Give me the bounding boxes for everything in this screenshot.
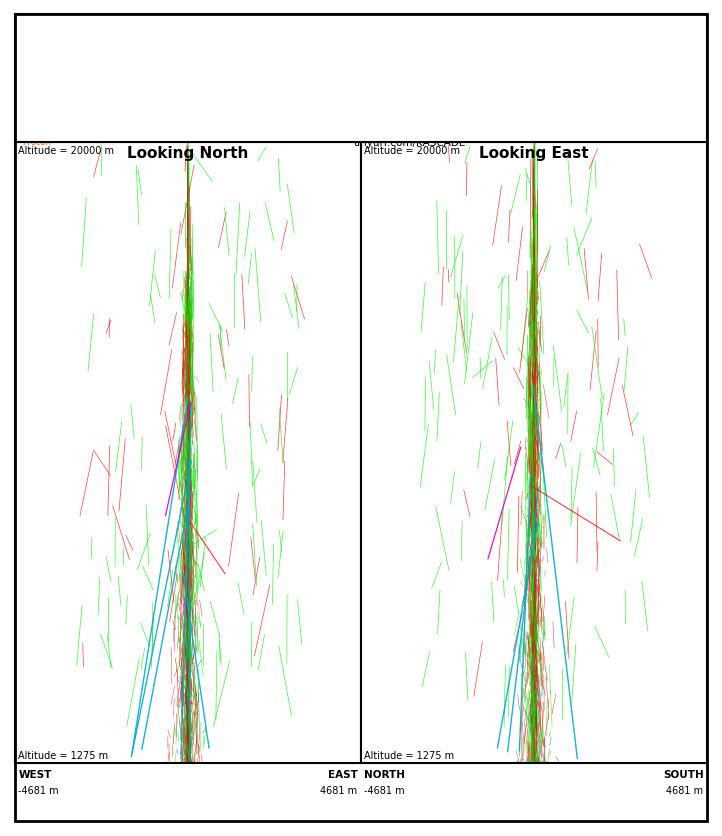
Text: PI -: PI -	[22, 127, 36, 135]
Text: Muon -: Muon -	[22, 94, 53, 103]
Text: Muon +: Muon +	[22, 84, 57, 92]
Text: -4681 m: -4681 m	[19, 785, 59, 795]
Text: tinyurl.com/KASCADE: tinyurl.com/KASCADE	[353, 138, 466, 148]
Text: NORTH: NORTH	[365, 769, 406, 779]
Text: PI +: PI +	[22, 116, 40, 125]
Text: Looking East: Looking East	[479, 146, 589, 161]
Text: Particle Type: Particle Type	[22, 19, 93, 28]
Text: Purdue/DePauw KASCADE AIr Shower SImulation: Purdue/DePauw KASCADE AIr Shower SImulat…	[238, 16, 580, 29]
Text: 900 GeV Proton Primary: 900 GeV Proton Primary	[287, 70, 531, 88]
Text: Altitude = 20000 m: Altitude = 20000 m	[365, 146, 461, 156]
Text: WEST: WEST	[19, 769, 52, 779]
Text: SOUTH: SOUTH	[663, 769, 703, 779]
Text: (partial): (partial)	[22, 34, 68, 44]
Text: Shower ID 2: Shower ID 2	[374, 121, 445, 134]
Text: Altitude = 1275 m: Altitude = 1275 m	[19, 750, 108, 760]
Text: Altitude = 20000 m: Altitude = 20000 m	[19, 146, 115, 156]
Text: Gamma: Gamma	[22, 51, 61, 59]
Text: 4681 m: 4681 m	[666, 785, 703, 795]
Text: Incident zenith angle =  0 degrees;  azimuth =  360 degrees: Incident zenith angle = 0 degrees; azimu…	[210, 100, 609, 114]
Text: EAST: EAST	[328, 769, 357, 779]
Text: PI 0: PI 0	[22, 105, 38, 114]
Text: Looking North: Looking North	[127, 146, 248, 161]
Text: Electron: Electron	[22, 73, 59, 81]
Text: Proton: Proton	[22, 138, 51, 146]
Text: 4681 m: 4681 m	[321, 785, 357, 795]
Text: Positron: Positron	[22, 62, 58, 70]
Text: -4681 m: -4681 m	[365, 785, 405, 795]
Text: Charged Particle Tracks: Charged Particle Tracks	[270, 37, 549, 57]
Text: Altitude = 1275 m: Altitude = 1275 m	[365, 750, 455, 760]
